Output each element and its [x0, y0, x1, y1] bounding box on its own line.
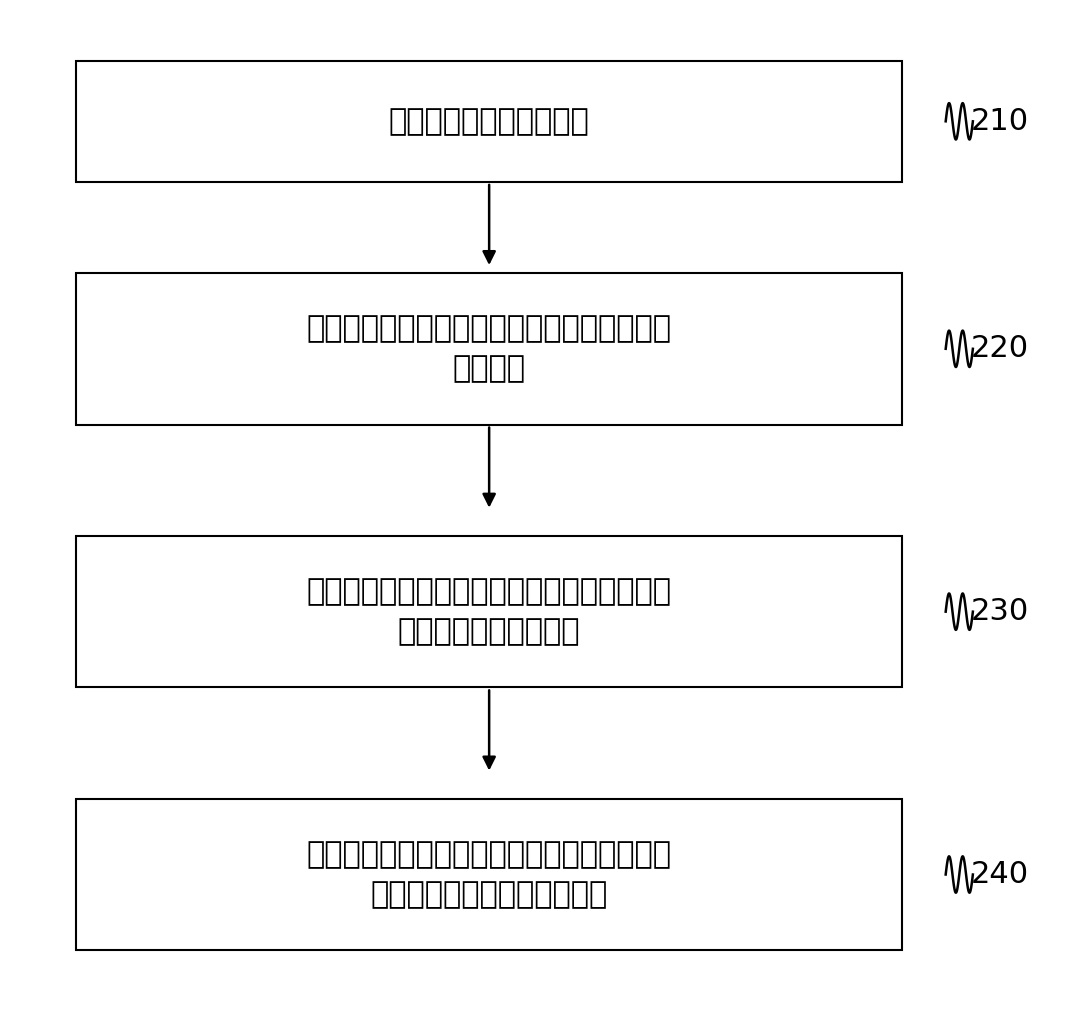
FancyBboxPatch shape: [76, 61, 902, 182]
Text: 210: 210: [971, 107, 1029, 135]
Text: 根据接收的所述语音指令进行识别，获得语音
识别结果: 根据接收的所述语音指令进行识别，获得语音 识别结果: [307, 314, 672, 383]
Text: 220: 220: [971, 335, 1029, 363]
Text: 240: 240: [971, 860, 1029, 889]
Text: 根据预设规则对所述语音识别结果的语意进行
解析获得业务处理指令: 根据预设规则对所述语音识别结果的语意进行 解析获得业务处理指令: [307, 577, 672, 646]
FancyBboxPatch shape: [76, 536, 902, 687]
Text: 接收用户发出的语音指令: 接收用户发出的语音指令: [389, 107, 589, 135]
Text: 将所述业务处理指令输入至自助终端设备，通
过自助终端设备完成业务操作: 将所述业务处理指令输入至自助终端设备，通 过自助终端设备完成业务操作: [307, 840, 672, 909]
FancyBboxPatch shape: [76, 273, 902, 425]
Text: 230: 230: [971, 598, 1029, 626]
FancyBboxPatch shape: [76, 799, 902, 950]
